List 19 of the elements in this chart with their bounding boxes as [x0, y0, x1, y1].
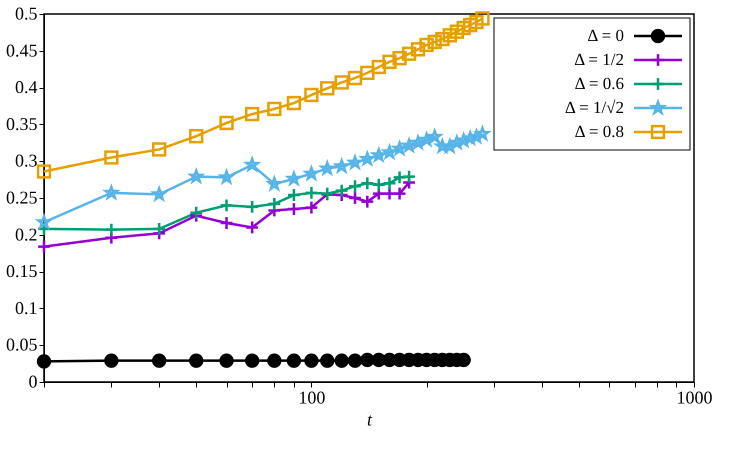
x-tick-label: 1000 [676, 388, 712, 408]
y-tick-label: 0.45 [6, 40, 38, 60]
legend-label: Δ = 0.6 [574, 74, 624, 93]
x-axis-title: t [366, 410, 373, 430]
y-tick-label: 0.15 [6, 261, 38, 282]
legend-label: Δ = 1/2 [574, 50, 624, 69]
legend-label: Δ = 1/√2 [564, 98, 624, 117]
y-tick-label: 0.05 [6, 334, 38, 355]
legend-label: Δ = 0.8 [574, 122, 624, 141]
legend-label: Δ = 0 [587, 26, 624, 45]
y-tick-label: 0.5 [15, 4, 38, 24]
x-tick-label: 100 [298, 388, 326, 408]
y-tick-label: 0.3 [15, 150, 38, 171]
y-tick-label: 0.2 [15, 224, 38, 244]
y-tick-label: 0.35 [6, 114, 38, 134]
y-tick-label: 0 [28, 372, 38, 392]
y-tick-label: 0.4 [15, 77, 38, 98]
y-tick-label: 0.25 [6, 188, 38, 208]
y-tick-label: 0.1 [15, 298, 38, 318]
